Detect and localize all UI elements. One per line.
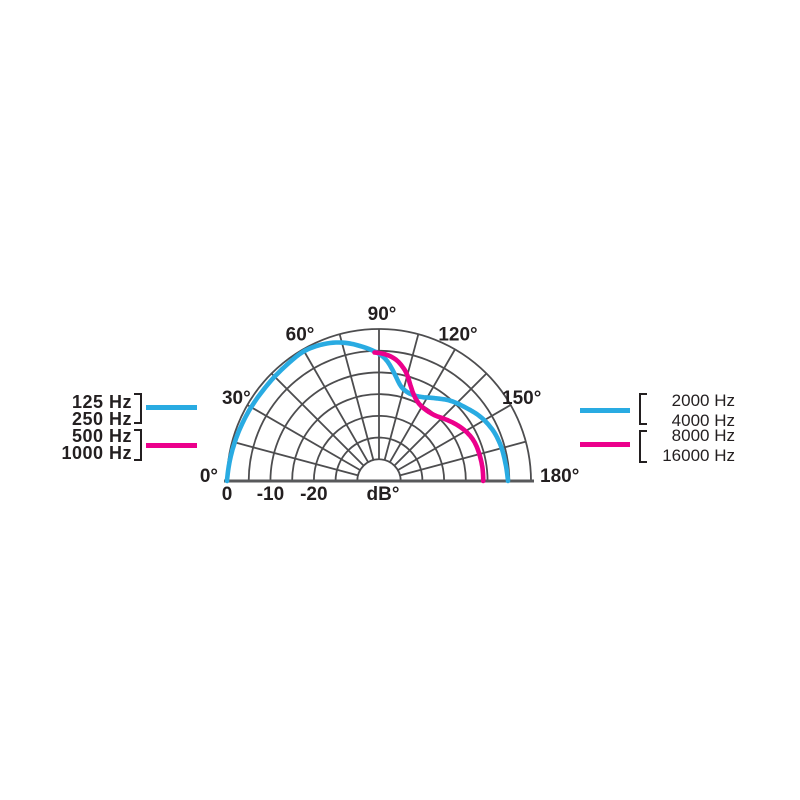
db-tick-label: -20 [300, 484, 327, 505]
legend-swatch-magenta [146, 443, 197, 448]
grid-ring [356, 458, 402, 482]
legend-label-8000hz: 8000 Hz [671, 426, 735, 445]
grid-spoke [383, 333, 420, 461]
legend-bracket-icon [134, 429, 142, 461]
db-axis-label: dB° [367, 484, 400, 505]
grid-spoke [338, 333, 375, 461]
grid-spoke [270, 372, 365, 467]
legend-label-1000hz: 1000 Hz [61, 443, 132, 463]
legend-label-4000hz: 4000 Hz [671, 411, 735, 430]
legend-label-125hz: 125 Hz [71, 392, 132, 412]
legend-swatch-cyan [580, 408, 630, 413]
legend-swatch-cyan [146, 405, 197, 410]
angle-tick-label: 30° [222, 388, 251, 409]
legend-label-250hz: 250 Hz [71, 409, 132, 429]
grid-spoke [399, 440, 527, 477]
legend-bracket-icon [639, 430, 647, 463]
grid-spoke [302, 348, 369, 463]
legend-bracket-icon [639, 393, 647, 425]
legend-bracket-icon [134, 393, 142, 424]
angle-tick-label: 150° [502, 388, 541, 409]
legend-label-500hz: 500 Hz [71, 426, 132, 446]
legend-swatch-magenta [580, 442, 630, 447]
magenta-curve [372, 350, 486, 484]
angle-tick-label: 90° [368, 304, 397, 325]
grid-spoke [231, 440, 359, 477]
db-tick-label: -10 [257, 484, 284, 505]
db-tick-label: 0 [222, 484, 233, 505]
legend-label-16000hz: 16000 Hz [662, 446, 735, 465]
legend-label-2000hz: 2000 Hz [671, 391, 735, 410]
angle-tick-label: 0° [200, 466, 218, 487]
angle-tick-label: 180° [540, 466, 579, 487]
grid-spoke [397, 404, 512, 471]
grid-spoke [246, 404, 361, 471]
angle-tick-label: 60° [286, 324, 315, 345]
angle-tick-label: 120° [438, 324, 477, 345]
